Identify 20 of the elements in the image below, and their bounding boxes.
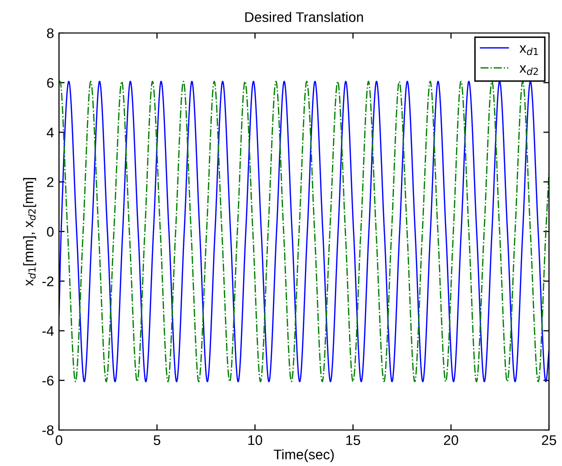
legend-label: x$_{d1}$ (520, 45, 538, 56)
y-tick-label: 8 (47, 28, 54, 38)
y-tick-label: -4 (42, 326, 54, 336)
y-axis-title: x$_{d1}$[mm], x$_{d2}$[mm] (23, 178, 36, 286)
y-tick-label: -6 (42, 376, 54, 386)
y-tick-label: 4 (46, 128, 54, 138)
y-tick-label: -2 (42, 276, 54, 286)
y-tick-label: 6 (47, 78, 54, 88)
y-tick-label: 0 (46, 226, 54, 237)
legend-label: x$_{d2}$ (520, 65, 538, 76)
y-tick-label: 2 (47, 177, 54, 187)
x-axis-title: Time(sec) (274, 449, 334, 462)
y-tick-label: -8 (42, 425, 54, 436)
x-tick-label: 5 (154, 435, 160, 446)
x-tick-label: 15 (346, 435, 360, 446)
chart-title: Desired Translation (245, 12, 363, 22)
x-tick-label: 20 (444, 435, 458, 446)
x-tick-label: 0 (56, 435, 62, 446)
x-tick-label: 10 (248, 435, 262, 446)
x-tick-label: 25 (542, 435, 556, 446)
